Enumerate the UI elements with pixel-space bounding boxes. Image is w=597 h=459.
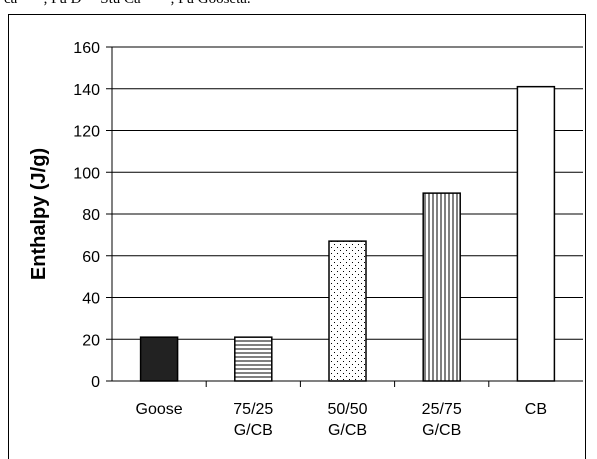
x-tick-label: 75/25 bbox=[233, 401, 273, 418]
y-tick-label: 160 bbox=[73, 40, 100, 57]
bar bbox=[234, 336, 273, 382]
y-tick-label: 120 bbox=[73, 124, 100, 141]
header-fragment-text: ca ***, Fu D** Stu Ca****, Fu Gooseta. bbox=[0, 0, 597, 9]
x-axis-ticks: Goose 75/25 G/CB 50/50 G/CB 25/75 G/CB CB bbox=[136, 381, 547, 439]
x-tick-label: 50/50 bbox=[327, 401, 367, 418]
bar bbox=[422, 192, 461, 382]
bar bbox=[139, 336, 179, 382]
x-tick-label: G/CB bbox=[422, 422, 461, 439]
y-tick-label: 40 bbox=[82, 291, 100, 308]
y-axis-ticks: 0 20 40 60 80 100 120 140 160 bbox=[73, 40, 112, 391]
x-tick-label: CB bbox=[525, 401, 547, 418]
x-tick-label: G/CB bbox=[234, 422, 273, 439]
y-tick-label: 20 bbox=[82, 332, 100, 349]
gridlines bbox=[112, 46, 583, 340]
bar bbox=[516, 85, 556, 382]
x-tick-label: Goose bbox=[136, 401, 183, 418]
x-tick-label: G/CB bbox=[328, 422, 367, 439]
y-tick-label: 0 bbox=[91, 374, 100, 391]
y-tick-label: 80 bbox=[82, 207, 100, 224]
y-tick-label: 140 bbox=[73, 82, 100, 99]
chart-frame bbox=[8, 14, 586, 459]
y-axis-label: Enthalpy (J/g) bbox=[28, 148, 50, 280]
x-tick-label: 25/75 bbox=[422, 401, 462, 418]
bar bbox=[328, 240, 367, 382]
y-tick-label: 100 bbox=[73, 165, 100, 182]
y-tick-label: 60 bbox=[82, 249, 100, 266]
bars bbox=[139, 85, 556, 382]
